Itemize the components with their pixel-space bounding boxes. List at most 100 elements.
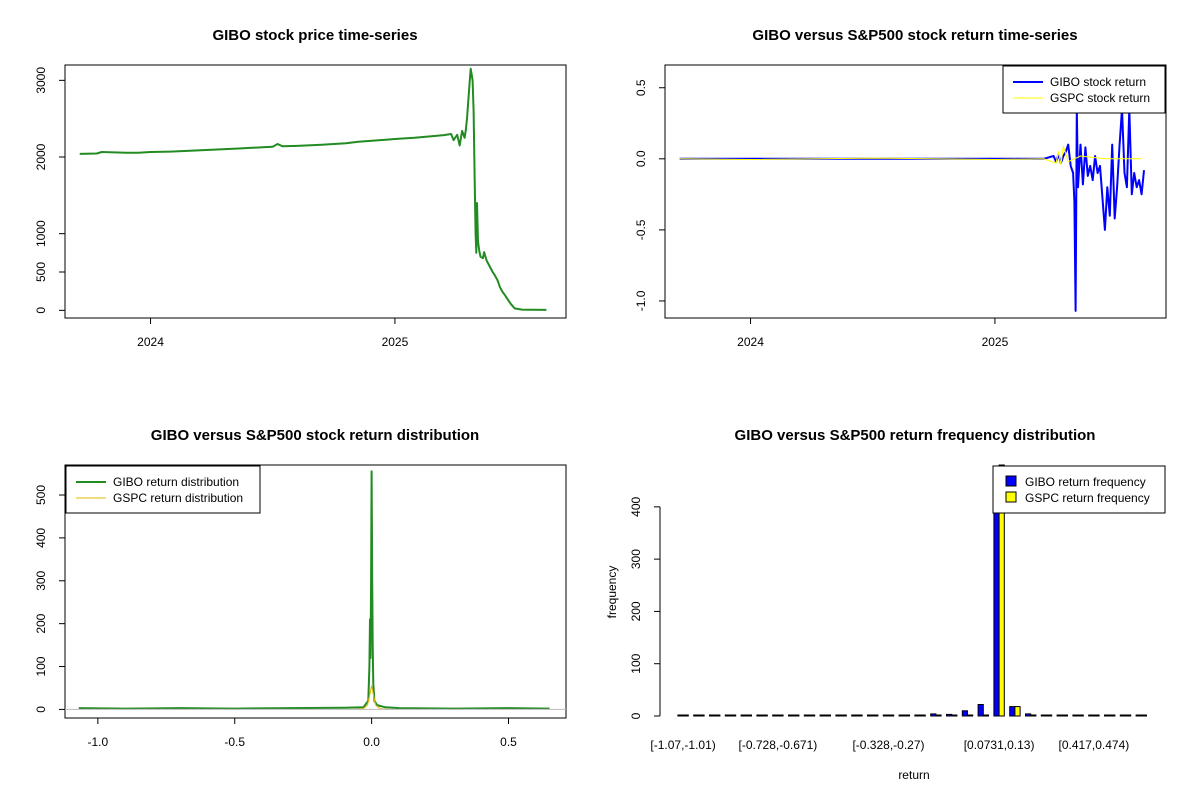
legend-box (65, 465, 261, 514)
x-tick-label: [-0.328,-0.27) (852, 738, 924, 752)
bar-gibo (851, 714, 858, 717)
bar-gibo (946, 713, 953, 717)
bar-gibo (930, 713, 937, 717)
y-tick-label: 500 (34, 485, 48, 505)
bar-gibo (709, 714, 716, 717)
legend-label-gibo: GIBO return distribution (113, 475, 239, 489)
bar-gspc (714, 714, 721, 717)
plot-area-price: 2024 2025 0 500 1000 2000 3000 (34, 67, 547, 349)
legend-label-gspc: GSPC return frequency (1025, 491, 1150, 505)
plot-frame-returns (664, 64, 1167, 319)
bar-gspc (1093, 714, 1100, 717)
bar-gspc (682, 714, 689, 717)
y-tick-label: 300 (629, 549, 643, 569)
bar-gibo (677, 714, 684, 717)
bar-gspc (761, 714, 768, 717)
series-line-gibo-stock-price (79, 67, 547, 311)
bar-gibo (977, 704, 984, 717)
bar-gspc (967, 714, 974, 717)
bar-gspc (1061, 714, 1069, 717)
bar-gspc (1014, 706, 1021, 717)
chart-title-distribution: GIBO versus S&P500 stock return distribu… (151, 427, 479, 444)
series-line-gibo-return-distribution (78, 470, 550, 710)
legend-returns: GIBO stock return GSPC stock return (1002, 65, 1166, 114)
bar-gspc (856, 714, 863, 717)
bar-gibo (867, 714, 874, 717)
y-tick-label: 2000 (34, 143, 48, 170)
bar-gibo (740, 714, 747, 717)
chart-title-frequency: GIBO versus S&P500 return frequency dist… (735, 427, 1096, 444)
y-tick-label: 100 (629, 653, 643, 673)
legend-box (992, 465, 1166, 514)
bar-gspc (698, 714, 705, 717)
bar-gibo (756, 714, 763, 717)
bar-gspc (1077, 714, 1084, 717)
bar-gspc (903, 714, 910, 717)
bar-gibo (1119, 714, 1127, 717)
y-tick-label: 400 (34, 528, 48, 548)
bar-gibo (724, 714, 731, 717)
legend-frequency: GIBO return frequency GSPC return freque… (992, 465, 1166, 514)
bar-gibo (1088, 714, 1095, 717)
y-tick-label: 0 (629, 712, 643, 719)
x-tick-label: -1.0 (88, 735, 109, 749)
legend-swatch-gspc (1005, 491, 1017, 503)
bar-gspc (919, 714, 926, 717)
x-tick-label: 2025 (382, 335, 409, 349)
x-tick-label: -0.5 (224, 735, 245, 749)
x-tick-label: 2024 (737, 335, 764, 349)
series-line-gspc-stock-return (679, 145, 1142, 165)
bar-gspc (1046, 714, 1053, 717)
y-tick-label: 400 (629, 497, 643, 517)
bar-gibo (803, 714, 810, 717)
bar-gibo (1072, 714, 1079, 717)
y-tick-label: 200 (629, 601, 643, 621)
bar-gibo (882, 714, 889, 717)
bar-gspc (888, 714, 895, 717)
legend-box (1002, 65, 1166, 114)
x-tick-label: [0.417,0.474) (1059, 738, 1130, 752)
bar-gspc (1140, 714, 1148, 717)
bar-gspc (809, 714, 816, 717)
bar-gspc (982, 714, 989, 717)
bar-gibo (1040, 714, 1048, 717)
bar-gspc (1109, 714, 1116, 717)
bar-gibo (914, 714, 921, 717)
series-line-gspc-return-distribution (355, 685, 389, 710)
legend-swatch-gibo (1005, 475, 1017, 487)
bar-gspc (951, 714, 958, 717)
chart-title-returns: GIBO versus S&P500 stock return time-ser… (752, 27, 1077, 44)
bar-gibo (1056, 714, 1063, 717)
bar-gspc (1125, 714, 1132, 717)
series-line-gibo-stock-return (679, 108, 1145, 312)
plot-area-returns: 2024 2025 -1.0 -0.5 0.0 0.5 (634, 79, 1145, 349)
bar-gspc (777, 714, 784, 717)
bar-gspc (745, 714, 752, 717)
legend-label-gspc: GSPC stock return (1050, 91, 1150, 105)
legend-label-gspc: GSPC return distribution (113, 491, 243, 505)
x-axis-label-frequency: return (898, 768, 929, 782)
x-tick-label: [-0.728,-0.671) (739, 738, 818, 752)
bar-gibo (772, 714, 779, 717)
plot-frame-distribution (64, 464, 567, 719)
x-tick-label: 2025 (982, 335, 1009, 349)
bar-gibo (1104, 714, 1111, 717)
x-tick-label: [0.0731,0.13) (964, 738, 1035, 752)
x-tick-label: 0.5 (500, 735, 517, 749)
bar-gspc (793, 714, 800, 717)
bar-gibo (898, 714, 905, 717)
x-tick-label: 0.0 (363, 735, 380, 749)
y-tick-label: 100 (34, 656, 48, 676)
bar-gspc (935, 714, 942, 717)
chart-title-price: GIBO stock price time-series (212, 27, 417, 44)
legend-label-gibo: GIBO return frequency (1025, 475, 1146, 489)
bar-gspc (840, 714, 847, 717)
bar-gibo (693, 714, 700, 717)
y-tick-label: 0 (34, 307, 48, 314)
y-tick-label: -1.0 (634, 290, 648, 311)
bar-gibo (788, 714, 795, 717)
legend-distribution: GIBO return distribution GSPC return dis… (65, 465, 261, 514)
y-tick-label: 0.5 (634, 79, 648, 96)
